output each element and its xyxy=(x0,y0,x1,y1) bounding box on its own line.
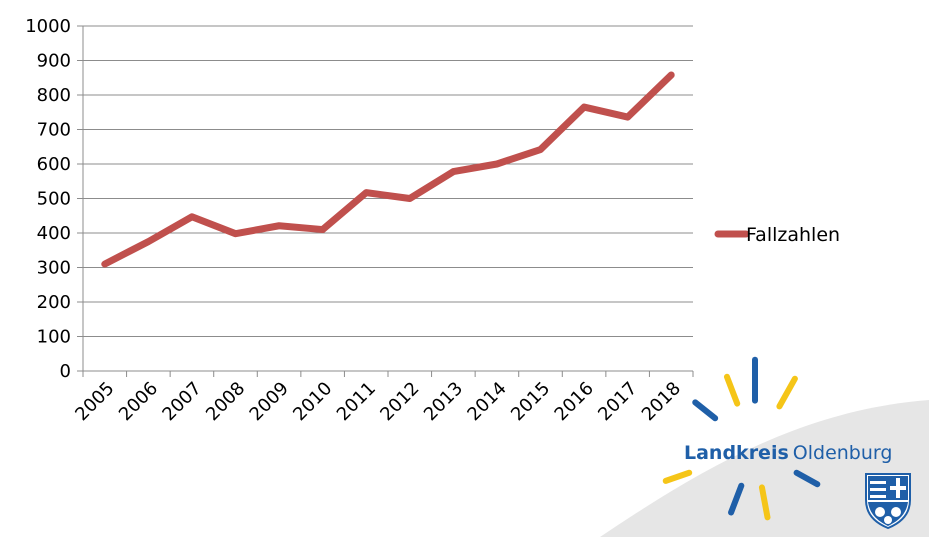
logo-ray xyxy=(793,469,821,488)
y-tick-label: 100 xyxy=(37,327,71,348)
y-tick-label: 1000 xyxy=(25,16,71,37)
legend: Fallzahlen xyxy=(714,224,840,246)
landkreis-oldenburg-logo: Landkreis Oldenburg xyxy=(662,356,911,530)
logo-ray xyxy=(728,482,745,516)
x-axis-ticks: 2005200620072008200920102011201220132014… xyxy=(71,371,694,425)
background-swoosh xyxy=(600,400,929,537)
gridlines xyxy=(83,25,693,337)
y-tick-label: 0 xyxy=(60,361,71,382)
logo-word-landkreis: Landkreis xyxy=(684,442,789,464)
logo-ray xyxy=(758,484,771,521)
y-tick-label: 300 xyxy=(37,258,71,279)
y-tick-label: 600 xyxy=(37,154,71,175)
x-tick-label: 2011 xyxy=(333,378,380,425)
x-tick-label: 2010 xyxy=(289,378,336,425)
x-tick-label: 2015 xyxy=(507,378,554,425)
coat-of-arms-icon xyxy=(865,473,911,530)
logo-ray xyxy=(723,373,741,407)
x-tick-label: 2014 xyxy=(463,378,510,425)
x-tick-label: 2009 xyxy=(246,378,293,425)
series-line-fallzahlen xyxy=(101,71,675,268)
x-tick-label: 2008 xyxy=(202,378,249,425)
logo-text: Landkreis Oldenburg xyxy=(684,442,892,464)
x-tick-label: 2013 xyxy=(420,378,467,425)
y-tick-label: 700 xyxy=(37,120,71,141)
x-tick-label: 2016 xyxy=(551,378,598,425)
y-tick-label: 200 xyxy=(37,292,71,313)
legend-label: Fallzahlen xyxy=(746,224,840,246)
y-tick-label: 800 xyxy=(37,85,71,106)
logo-word-oldenburg: Oldenburg xyxy=(793,442,893,464)
x-tick-label: 2006 xyxy=(115,378,162,425)
x-tick-label: 2012 xyxy=(376,378,423,425)
logo-ray xyxy=(776,375,798,410)
x-tick-label: 2017 xyxy=(594,378,641,425)
x-tick-label: 2018 xyxy=(638,378,685,425)
y-tick-label: 500 xyxy=(37,189,71,210)
x-tick-label: 2005 xyxy=(71,378,118,425)
y-tick-label: 900 xyxy=(37,51,71,72)
sunburst-rays xyxy=(662,356,821,521)
x-tick-label: 2007 xyxy=(158,378,205,425)
logo-ray xyxy=(692,399,719,422)
y-tick-label: 400 xyxy=(37,223,71,244)
y-axis-ticks: 0 100 200 300 400 500 600 700 800 900 1000 xyxy=(25,16,83,382)
logo-ray xyxy=(662,469,693,484)
